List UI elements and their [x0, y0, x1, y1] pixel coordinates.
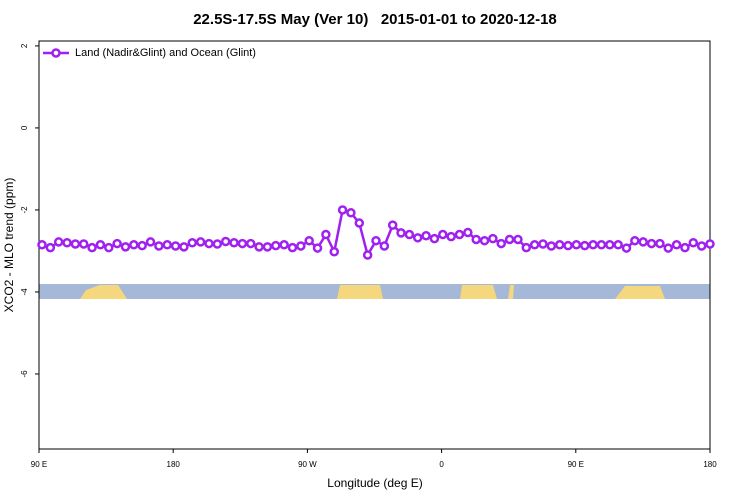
- x-tick-label: 180: [167, 460, 181, 469]
- point: [379, 241, 390, 251]
- point: [78, 239, 89, 249]
- point: [346, 208, 356, 218]
- point: [404, 229, 415, 240]
- point: [671, 240, 682, 250]
- point: [187, 237, 198, 248]
- x-tick-label: 0: [439, 460, 444, 469]
- point: [104, 242, 114, 253]
- point: [688, 237, 699, 248]
- point: [571, 240, 582, 250]
- point: [496, 238, 506, 249]
- point: [37, 240, 47, 250]
- point: [329, 247, 339, 257]
- point: [212, 239, 223, 249]
- point: [179, 242, 189, 252]
- chart-title: 22.5S-17.5S May (Ver 10) 2015-01-01 to 2…: [193, 11, 557, 28]
- point: [53, 237, 64, 247]
- point: [354, 218, 365, 228]
- point: [220, 236, 231, 247]
- point: [563, 240, 573, 251]
- point: [87, 242, 97, 253]
- point: [112, 238, 122, 249]
- point: [204, 238, 214, 249]
- point: [312, 243, 323, 253]
- y-tick-label: -2: [20, 206, 29, 214]
- y-tick-label: 0: [20, 125, 29, 130]
- y-tick-label: -6: [20, 370, 29, 378]
- point: [304, 235, 314, 246]
- point: [471, 234, 481, 245]
- y-axis-label: XCO2 - MLO trend (ppm): [2, 178, 16, 313]
- point: [529, 240, 540, 250]
- point: [321, 229, 331, 240]
- point: [245, 238, 256, 249]
- point: [696, 241, 707, 251]
- point: [237, 238, 248, 249]
- point: [371, 235, 381, 246]
- point: [446, 231, 456, 242]
- point: [271, 240, 281, 251]
- point: [279, 240, 289, 250]
- point: [120, 242, 131, 252]
- point: [705, 239, 715, 249]
- point: [463, 227, 473, 238]
- point: [521, 242, 532, 253]
- point: [70, 239, 81, 249]
- point: [429, 233, 440, 244]
- point: [412, 233, 423, 243]
- point: [504, 234, 515, 245]
- point: [596, 240, 607, 250]
- legend-label: Land (Nadir&Glint) and Ocean (Glint): [75, 47, 256, 59]
- point: [287, 242, 298, 253]
- point: [162, 240, 172, 250]
- point: [454, 229, 465, 240]
- x-axis-label: Longitude (deg E): [327, 476, 422, 490]
- y-tick-label: -4: [20, 288, 29, 296]
- point: [296, 241, 306, 251]
- point: [170, 241, 181, 251]
- point: [362, 250, 373, 260]
- y-tick-label: 2: [20, 43, 29, 48]
- point: [680, 242, 690, 253]
- point: [45, 242, 56, 253]
- land-ocean-strip: [39, 284, 710, 299]
- point: [546, 241, 557, 251]
- point: [262, 242, 273, 252]
- point: [254, 242, 264, 252]
- x-tick-label: 90 E: [568, 460, 584, 469]
- x-tick-label: 180: [703, 460, 717, 469]
- point: [421, 231, 431, 241]
- point: [638, 237, 648, 247]
- point: [195, 237, 206, 247]
- point: [588, 240, 598, 250]
- point: [438, 229, 448, 240]
- point: [129, 240, 139, 250]
- point: [513, 234, 523, 245]
- point: [554, 240, 565, 250]
- point: [605, 240, 615, 250]
- point: [538, 239, 548, 249]
- legend-marker: [51, 48, 61, 58]
- point: [630, 235, 640, 246]
- point: [488, 233, 498, 244]
- point: [621, 243, 632, 253]
- point: [655, 238, 665, 249]
- point: [154, 241, 164, 251]
- x-tick-label: 90 E: [31, 460, 47, 469]
- point: [337, 205, 348, 215]
- point: [387, 220, 398, 230]
- point: [145, 237, 156, 247]
- point: [396, 228, 406, 238]
- point: [479, 235, 490, 246]
- point: [663, 243, 673, 253]
- point: [62, 237, 72, 248]
- point: [229, 237, 239, 248]
- point: [613, 240, 623, 250]
- x-tick-label: 90 W: [298, 460, 317, 469]
- point: [137, 240, 147, 251]
- point: [95, 240, 106, 250]
- point: [579, 240, 590, 251]
- point: [646, 238, 657, 249]
